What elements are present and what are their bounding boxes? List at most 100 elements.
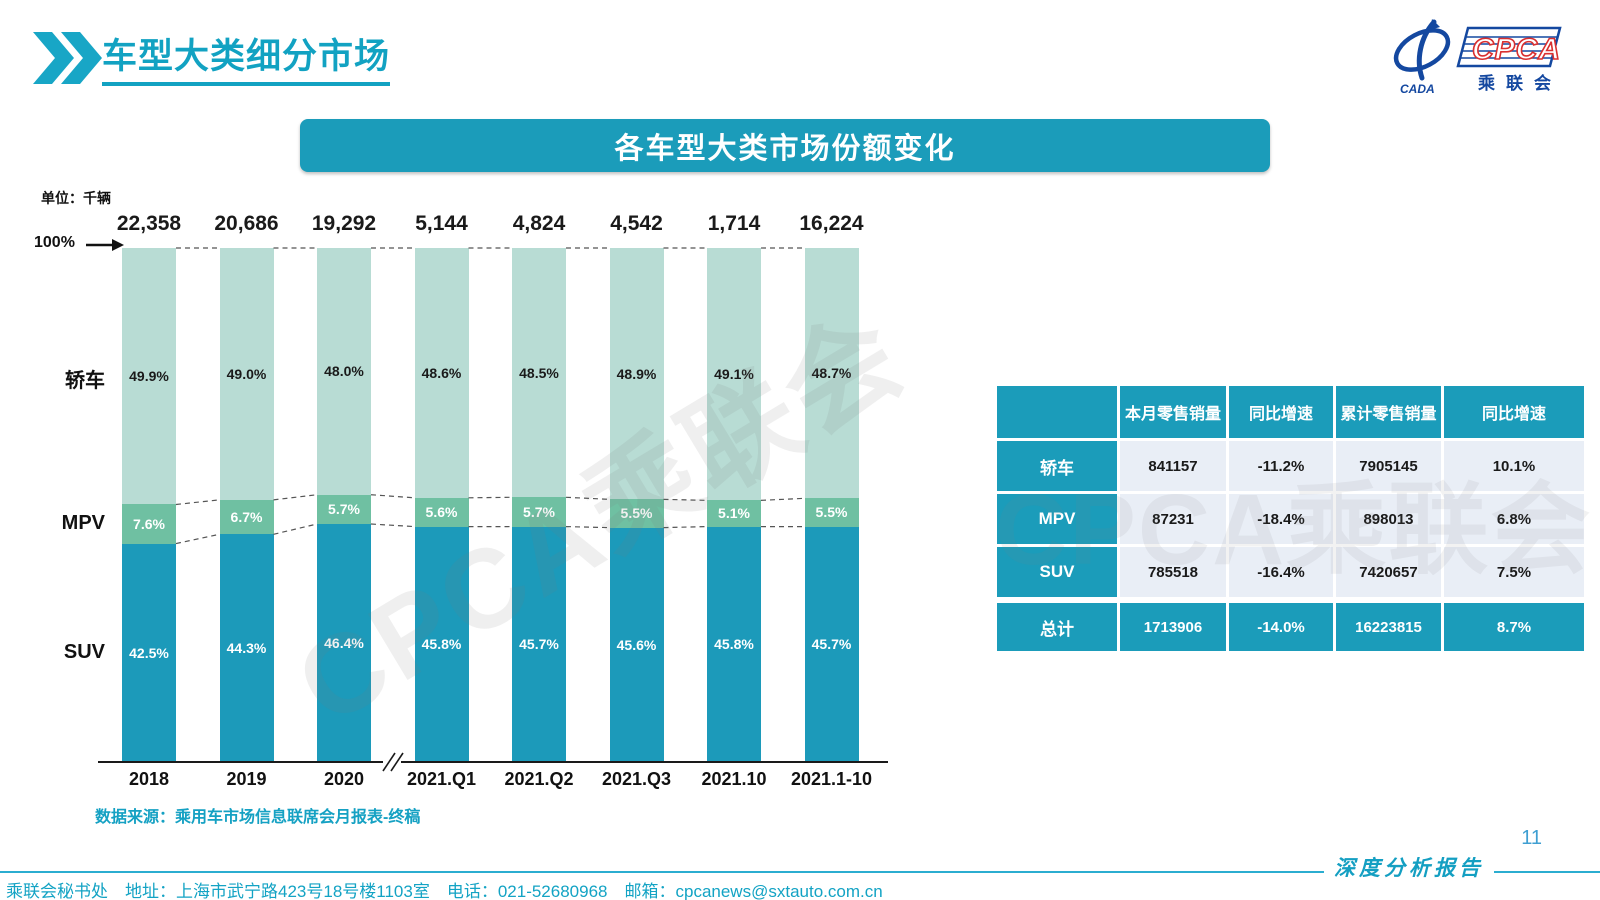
bar-segment-轿车-2020 xyxy=(317,248,371,495)
bar-segment-MPV-2021.Q3 xyxy=(609,499,664,528)
table-cell: 8.7% xyxy=(1444,603,1584,651)
x-axis-label: 2021.Q2 xyxy=(504,769,574,789)
segment-value-label: 42.5% xyxy=(129,644,169,661)
bar-total-label: 5,144 xyxy=(415,212,468,235)
bar-segment-SUV-2021.Q1 xyxy=(414,526,469,762)
table-cell: -16.4% xyxy=(1229,547,1333,597)
bar-segment-MPV-2021.1-10 xyxy=(804,498,859,527)
series-label-SUV: SUV xyxy=(63,640,105,663)
x-axis-label: 2021.1-10 xyxy=(790,769,873,789)
bar-segment-轿车-2021.Q2 xyxy=(512,248,566,498)
bar-segment-SUV-2021.10 xyxy=(707,526,761,762)
bar-total-label: 20,686 xyxy=(214,212,279,235)
logo-cpca-text: CPCA xyxy=(1472,33,1561,66)
x-axis-label: 2018 xyxy=(128,769,170,789)
table-cell: 841157 xyxy=(1120,441,1226,491)
bar-segment-MPV-2018 xyxy=(122,504,176,544)
segment-value-label: 48.5% xyxy=(519,364,559,381)
footer-contact-info: 乘联会秘书处 地址：上海市武宁路423号18号楼1103室 电话：021-526… xyxy=(6,882,883,900)
y-axis-100-label: 100% xyxy=(34,234,75,251)
bar-segment-MPV-2020 xyxy=(317,494,371,525)
bar-total-label: 16,224 xyxy=(799,212,864,235)
logo-sub-text: 乘联会 xyxy=(1477,73,1562,93)
segment-value-label: 5.7% xyxy=(523,503,555,520)
bar-segment-轿车-2019 xyxy=(219,248,274,500)
segment-value-label: 45.7% xyxy=(811,636,852,653)
table-cell: 10.1% xyxy=(1444,441,1584,491)
footer-divider xyxy=(0,871,1600,873)
segment-value-label: 7.6% xyxy=(133,516,165,533)
table-cell: -11.2% xyxy=(1229,441,1333,491)
chart-title-banner: 各车型大类市场份额变化 xyxy=(300,119,1270,172)
bar-segment-SUV-2018 xyxy=(122,543,176,762)
bar-segment-SUV-2021.1-10 xyxy=(804,526,859,762)
segment-value-label: 49.1% xyxy=(714,366,754,383)
segment-value-label: 45.8% xyxy=(421,636,462,653)
double-chevron-icon xyxy=(33,32,102,84)
bar-segment-轿车-2021.Q3 xyxy=(609,248,664,500)
segment-value-label: 6.7% xyxy=(230,509,263,526)
segment-value-label: 45.8% xyxy=(714,636,754,653)
series-label-轿车: 轿车 xyxy=(65,370,105,393)
table-cell: 785518 xyxy=(1120,547,1226,597)
bar-total-label: 22,358 xyxy=(116,212,182,235)
bar-segment-MPV-2021.Q2 xyxy=(512,497,566,527)
table-cell: 7420657 xyxy=(1336,547,1441,597)
segment-value-label: 45.6% xyxy=(616,636,657,653)
report-type-label: 深度分析报告 xyxy=(1324,852,1494,882)
x-axis-label: 2019 xyxy=(226,769,267,789)
cpca-logo: CADA CPCA 乘联会 xyxy=(1393,19,1562,96)
data-source-note: 数据来源：乘用车市场信息联席会月报表-终稿 xyxy=(95,809,421,826)
bar-total-label: 4,542 xyxy=(610,212,663,235)
table-cell: -18.4% xyxy=(1229,494,1333,544)
table-row-label: 轿车 xyxy=(997,441,1117,491)
table-header-cell: 同比增速 xyxy=(1229,386,1333,438)
table-row-label: SUV xyxy=(997,547,1117,597)
segment-value-label: 5.6% xyxy=(425,504,458,521)
x-axis-label: 2021.Q1 xyxy=(406,769,477,789)
table-cell: 7.5% xyxy=(1444,547,1584,597)
bar-total-label: 4,824 xyxy=(512,212,566,235)
bar-total-label: 1,714 xyxy=(707,212,761,235)
table-header-cell: 累计零售销量 xyxy=(1336,386,1441,438)
bar-segment-MPV-2019 xyxy=(219,499,274,535)
segment-value-label: 48.9% xyxy=(616,365,657,382)
table-cell: 898013 xyxy=(1336,494,1441,544)
segment-value-label: 5.5% xyxy=(815,504,848,521)
bar-segment-SUV-2020 xyxy=(317,524,371,762)
x-axis-label: 2021.10 xyxy=(701,769,767,789)
segment-value-label: 5.7% xyxy=(328,501,360,518)
table-row-label: 总计 xyxy=(997,603,1117,651)
table-row-label: MPV xyxy=(997,494,1117,544)
segment-value-label: 48.7% xyxy=(811,365,852,382)
segment-value-label: 46.4% xyxy=(324,635,364,651)
cada-emblem-icon xyxy=(1393,28,1451,72)
x-axis-label: 2021.Q3 xyxy=(601,769,672,789)
segment-value-label: 48.0% xyxy=(324,363,364,380)
series-label-MPV: MPV xyxy=(61,512,105,535)
table-row-MPV: MPV 87231 -18.4% 898013 6.8% xyxy=(997,494,1584,544)
table-row-SUV: SUV 785518 -16.4% 7420657 7.5% xyxy=(997,547,1584,597)
sales-table: 本月零售销量 同比增速 累计零售销量 同比增速 轿车 841157 -11.2% 790514… xyxy=(997,386,1584,651)
bar-segment-轿车-2021.10 xyxy=(707,248,761,501)
table-cell: 7905145 xyxy=(1336,441,1441,491)
unit-label: 单位：千辆 xyxy=(41,190,111,206)
segment-value-label: 49.0% xyxy=(226,365,267,382)
logo-cada-text: CADA xyxy=(1400,82,1435,96)
bar-segment-轿车-2021.Q1 xyxy=(414,248,469,498)
segment-value-label: 49.9% xyxy=(129,368,169,385)
segment-value-label: 5.5% xyxy=(620,505,653,522)
bar-segment-轿车-2018 xyxy=(122,248,176,505)
table-row-轿车: 轿车 841157 -11.2% 7905145 10.1% xyxy=(997,441,1584,491)
segment-value-label: 45.7% xyxy=(519,636,559,653)
x-axis-label: 2020 xyxy=(323,769,365,789)
table-cell: 87231 xyxy=(1120,494,1226,544)
bar-segment-MPV-2021.Q1 xyxy=(414,497,469,527)
bar-segment-SUV-2021.Q2 xyxy=(512,526,566,762)
table-header-cell: 本月零售销量 xyxy=(1120,386,1226,438)
page-number: 11 xyxy=(1521,827,1542,849)
table-cell: 1713906 xyxy=(1120,603,1226,651)
bar-segment-MPV-2021.10 xyxy=(707,500,761,527)
